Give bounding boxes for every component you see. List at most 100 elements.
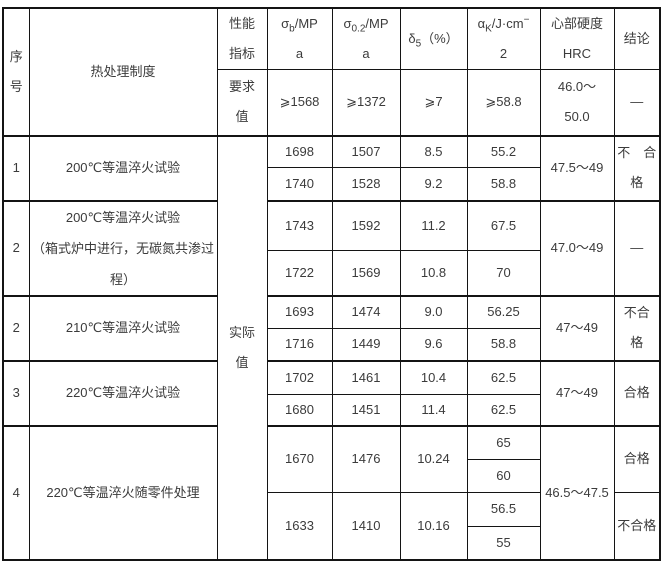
conclusion-cell: 合格	[613, 425, 661, 493]
header-indicator: 性能 指标	[216, 7, 268, 70]
seq-cell: 3	[2, 359, 30, 427]
delta-value: 9.0	[399, 294, 468, 329]
cell-line: 值	[235, 354, 249, 370]
sigma-02-value: 1451	[331, 394, 401, 427]
header-treatment: 热处理制度	[28, 7, 218, 136]
sigma-b-value: 1633	[266, 491, 333, 561]
cell-line: 实际	[228, 324, 255, 340]
cell-line: a	[295, 46, 304, 61]
cell-line: 序	[9, 48, 23, 64]
required-delta: ⩾7	[399, 69, 468, 136]
cell-line: αK/J·cm−	[477, 14, 530, 35]
cell-line: 合格	[623, 385, 650, 401]
actual-label: 实际 值	[216, 134, 268, 561]
conclusion-cell: 不 合 格	[613, 134, 661, 201]
delta-value: 8.5	[399, 134, 468, 168]
required-sigma-b: ⩾1568	[266, 69, 333, 136]
alpha-value: 65	[466, 425, 541, 460]
sigma-02-value: 1528	[331, 167, 401, 201]
cell-line: 号	[9, 78, 23, 94]
alpha-value: 58.8	[466, 328, 541, 361]
sigma-02-value: 1461	[331, 359, 401, 395]
treatment-cell: 210℃等温淬火试验	[28, 294, 218, 361]
alpha-value: 55.2	[466, 134, 541, 168]
sigma-02-value: 1476	[331, 425, 401, 493]
conclusion-cell: 合格	[613, 359, 661, 427]
alpha-value: 60	[466, 458, 541, 493]
cell-line: —	[630, 240, 644, 255]
alpha-value: 58.8	[466, 167, 541, 201]
sigma-b-value: 1698	[266, 134, 333, 168]
sigma-02-value: 1449	[331, 328, 401, 361]
sigma-02-value: 1410	[331, 491, 401, 561]
delta-value: 10.8	[399, 249, 468, 297]
alpha-value: 55	[466, 525, 541, 561]
delta-value: 11.2	[399, 199, 468, 251]
conclusion-cell: 不合格	[613, 491, 661, 561]
cell-line: a	[362, 46, 370, 61]
sigma-b-value: 1680	[266, 394, 333, 427]
seq-cell: 1	[2, 134, 30, 201]
header-alpha: αK/J·cm− 2	[466, 7, 541, 70]
sigma-02-value: 1507	[331, 134, 401, 168]
required-hardness: 46.0～ 50.0	[539, 69, 615, 136]
alpha-value: 70	[466, 249, 541, 297]
cell-line: 性能	[228, 16, 255, 31]
header-hardness: 心部硬度 HRC	[539, 7, 615, 70]
alpha-value: 56.25	[466, 294, 541, 329]
header-seq: 序 号	[2, 7, 30, 136]
delta-value: 11.4	[399, 394, 468, 427]
delta-value: 10.4	[399, 359, 468, 395]
cell-line: 50.0	[564, 109, 590, 125]
required-alpha: ⩾58.8	[466, 69, 541, 136]
sigma-02-value: 1592	[331, 199, 401, 251]
cell-line: 格	[630, 335, 644, 350]
treatment-cell: 220℃等温淬火随零件处理	[28, 425, 218, 561]
required-sigma-02: ⩾1372	[331, 69, 401, 136]
header-sigma-02: σ0.2/MP a	[331, 7, 401, 70]
seq-cell: 2	[2, 199, 30, 296]
cell-line: 200℃等温淬火试验	[65, 209, 181, 225]
header-sigma-b: σb/MP a	[266, 7, 333, 70]
conclusion-cell: —	[613, 199, 661, 296]
cell-line: 程）	[109, 271, 136, 287]
cell-line: δ5（%）	[408, 31, 459, 50]
seq-cell: 2	[2, 294, 30, 361]
sigma-b-value: 1670	[266, 425, 333, 493]
sigma-02-value: 1474	[331, 294, 401, 329]
cell-line: 210℃等温淬火试验	[65, 320, 181, 335]
delta-value: 10.16	[399, 491, 468, 561]
alpha-value: 62.5	[466, 394, 541, 427]
cell-line: 不合格	[617, 517, 657, 533]
alpha-value: 67.5	[466, 199, 541, 251]
treatment-cell: 200℃等温淬火试验 （箱式炉中进行，无碳氮共渗过 程）	[28, 199, 218, 296]
header-conclusion: 结论	[613, 7, 661, 70]
seq-cell: 4	[2, 425, 30, 561]
required-conclusion: —	[613, 69, 661, 136]
hardness-value: 47.5～49	[539, 134, 615, 201]
sigma-b-value: 1716	[266, 328, 333, 361]
cell-line: 46.0～	[557, 79, 597, 95]
delta-value: 9.6	[399, 328, 468, 361]
header-delta: δ5（%）	[399, 7, 468, 70]
cell-line: 合格	[623, 451, 650, 467]
cell-line: σb/MP	[281, 16, 318, 35]
sigma-02-value: 1569	[331, 249, 401, 297]
alpha-value: 62.5	[466, 359, 541, 395]
cell-line: 格	[630, 175, 644, 190]
cell-line: 不 合	[617, 145, 657, 160]
cell-line: σ0.2/MP	[343, 16, 389, 35]
heat-treatment-results-table: 序 号 热处理制度 性能 指标 σb/MP a σ0.2/MP a δ5（%） …	[2, 7, 661, 561]
hardness-value: 46.5～47.5	[539, 425, 615, 561]
required-label: 要求 值	[216, 69, 268, 136]
sigma-b-value: 1740	[266, 167, 333, 201]
delta-value: 10.24	[399, 425, 468, 493]
hardness-value: 47～49	[539, 294, 615, 361]
cell-line: HRC	[562, 46, 592, 61]
treatment-cell: 200℃等温淬火试验	[28, 134, 218, 201]
sigma-b-value: 1702	[266, 359, 333, 395]
cell-line: 200℃等温淬火试验	[65, 160, 181, 175]
cell-line: （箱式炉中进行，无碳氮共渗过	[31, 240, 214, 256]
cell-line: 2	[499, 46, 508, 61]
treatment-cell: 220℃等温淬火试验	[28, 359, 218, 427]
